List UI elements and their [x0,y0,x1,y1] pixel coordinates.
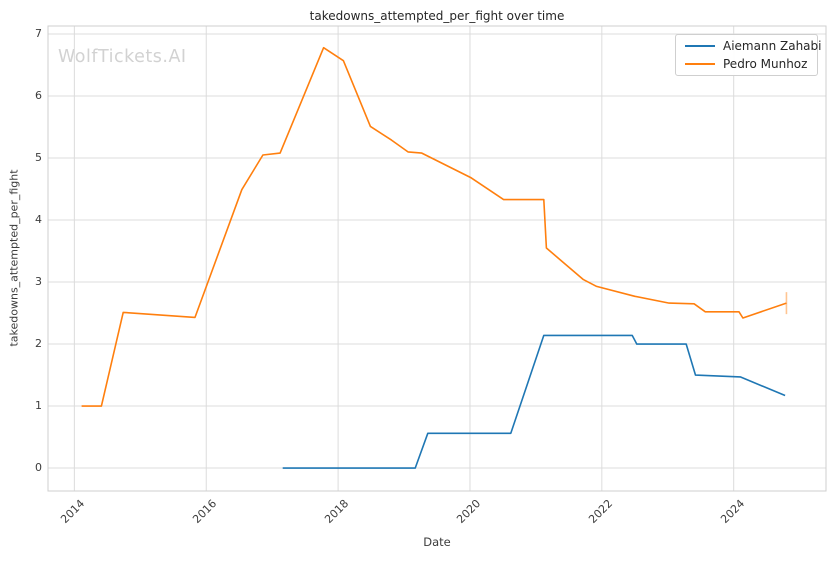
y-tick-label: 3 [35,275,42,289]
series-line-pedro-munhoz [81,46,787,407]
legend-line-swatch-blue [685,45,715,47]
legend-item-aiemann-zahabi: Aiemann Zahabi [676,39,821,53]
y-axis-label: takedowns_attempted_per_fight [7,169,21,347]
legend: Aiemann Zahabi Pedro Munhoz [675,34,821,76]
legend-item-pedro-munhoz: Pedro Munhoz [676,57,817,71]
legend-line-swatch-orange [685,63,715,65]
series-line-aiemann-zahabi [282,334,786,469]
y-tick-label: 5 [35,151,42,165]
plot-border [47,25,827,492]
legend-label: Aiemann Zahabi [723,39,822,53]
y-tick-label: 7 [35,27,42,41]
y-tick-label: 2 [35,337,42,351]
y-tick-label: 0 [35,461,42,475]
x-axis-label: Date [423,535,451,549]
y-tick-label: 1 [35,399,42,413]
y-tick-label: 6 [35,89,42,103]
chart-title: takedowns_attempted_per_fight over time [309,9,565,23]
legend-label: Pedro Munhoz [723,57,808,71]
y-tick-label: 4 [35,213,42,227]
watermark: WolfTickets.AI [58,47,187,67]
